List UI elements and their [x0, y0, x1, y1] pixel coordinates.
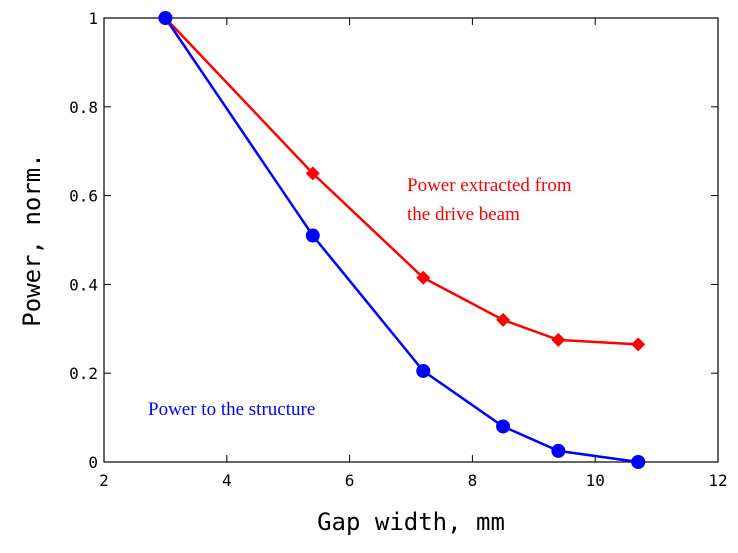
y-tick-label: 0.6	[69, 187, 98, 206]
x-tick-label: 10	[586, 471, 605, 490]
annotation-layer: Power extracted from the drive beam Power …	[148, 175, 572, 420]
series-line-1	[164, 17, 639, 464]
y-tick-label: 0.4	[69, 275, 98, 294]
series-annotation: Power to the structure	[148, 399, 315, 420]
data-point	[416, 270, 431, 285]
series-layer	[158, 11, 646, 469]
data-point	[416, 363, 431, 378]
data-point	[305, 228, 320, 243]
data-point	[551, 332, 566, 347]
data-point	[158, 11, 173, 25]
x-tick-label: 6	[345, 471, 355, 490]
data-point	[551, 443, 566, 458]
x-tick-label: 12	[708, 471, 727, 490]
x-tick-label: 2	[99, 471, 109, 490]
data-point	[631, 455, 646, 469]
series-line-0	[164, 17, 639, 346]
data-point	[496, 419, 511, 434]
y-axis-ticks: 0 0.2 0.4 0.6 0.8 1	[69, 9, 718, 472]
x-tick-label: 8	[468, 471, 478, 490]
x-tick-label: 4	[222, 471, 232, 490]
data-point	[496, 312, 511, 327]
y-tick-label: 0	[88, 453, 98, 472]
y-axis-label: Power, norm.	[18, 153, 46, 326]
series-annotation: the drive beam	[407, 204, 520, 225]
x-axis-label: Gap width, mm	[317, 508, 505, 536]
data-point	[631, 337, 646, 352]
y-tick-label: 0.8	[69, 98, 98, 117]
y-tick-label: 1	[88, 9, 98, 28]
x-axis-ticks: 2 4 6 8 10 12	[99, 18, 728, 490]
y-tick-label: 0.2	[69, 364, 98, 383]
series-annotation: Power extracted from	[407, 175, 572, 196]
data-point	[305, 166, 320, 181]
plot-area	[103, 17, 719, 463]
